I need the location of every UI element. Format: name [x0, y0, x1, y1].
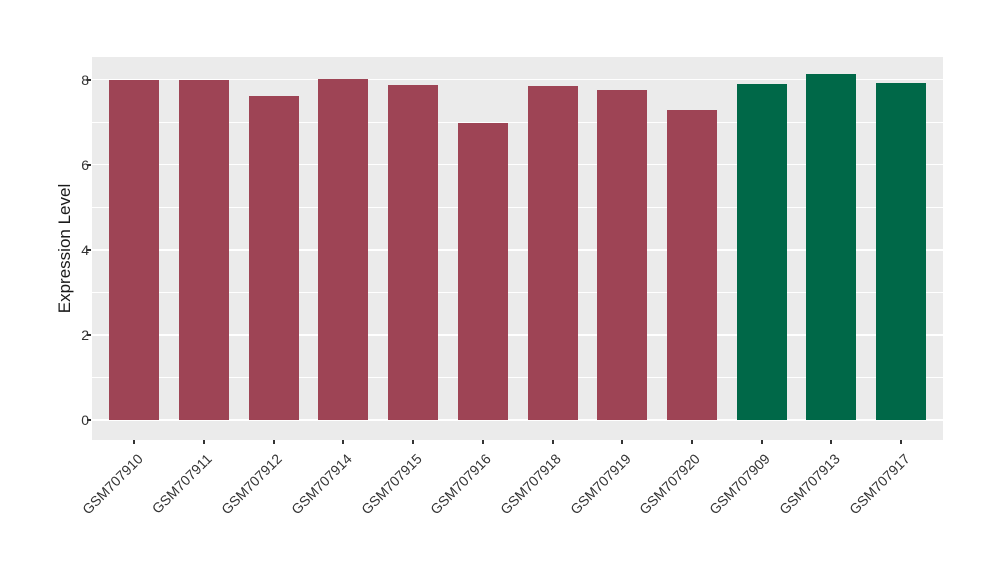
y-tick-mark: [87, 248, 91, 251]
x-tick-label: GSM707909: [706, 450, 774, 518]
x-tick-mark: [900, 440, 903, 444]
bar-GSM707916: [457, 123, 508, 420]
y-tick-label: 0: [81, 412, 89, 428]
x-tick-mark: [621, 440, 624, 444]
x-tick-mark: [690, 440, 693, 444]
bar-GSM707911: [179, 80, 229, 420]
bar-GSM707910: [109, 79, 160, 420]
x-tick-mark: [760, 440, 763, 444]
x-tick-label: GSM707913: [775, 450, 843, 518]
x-tick-mark: [412, 440, 415, 444]
y-tick-mark: [87, 78, 91, 81]
x-tick-label: GSM707915: [357, 450, 425, 518]
x-tick-label: GSM707912: [218, 450, 286, 518]
x-tick-mark: [551, 440, 554, 444]
bar-GSM707909: [736, 84, 787, 420]
x-tick-label: GSM707917: [845, 450, 913, 518]
major-gridline: [92, 249, 943, 251]
x-tick-mark: [481, 440, 484, 444]
y-axis-title: Expression Level: [54, 183, 74, 314]
bar-GSM707917: [876, 82, 927, 420]
minor-gridline: [92, 292, 943, 294]
bar-GSM707918: [527, 86, 578, 420]
major-gridline: [92, 419, 943, 421]
y-tick-label: 6: [81, 156, 89, 173]
y-tick-mark: [87, 419, 91, 421]
y-tick-label: 8: [81, 71, 89, 88]
y-tick-label: 4: [81, 241, 89, 258]
x-tick-label: GSM707910: [78, 450, 146, 518]
major-gridline: [92, 78, 943, 81]
bar-GSM707919: [597, 89, 648, 420]
x-tick-label: GSM707911: [149, 450, 216, 517]
x-tick-mark: [133, 440, 136, 444]
x-tick-mark: [830, 440, 833, 444]
x-tick-label: GSM707920: [636, 450, 704, 518]
major-gridline: [92, 334, 943, 336]
bar-GSM707912: [248, 96, 299, 420]
x-tick-mark: [342, 440, 345, 444]
minor-gridline: [92, 122, 943, 123]
bar-GSM707920: [666, 110, 717, 420]
y-tick-label: 2: [81, 326, 89, 343]
x-tick-label: GSM707918: [496, 450, 564, 518]
x-tick-mark: [203, 440, 205, 444]
major-gridline: [92, 163, 943, 166]
minor-gridline: [92, 377, 943, 379]
minor-gridline: [92, 207, 943, 209]
x-tick-label: GSM707916: [427, 450, 495, 518]
x-tick-label: GSM707919: [566, 450, 634, 518]
bar-GSM707915: [388, 85, 439, 420]
x-tick-label: GSM707914: [287, 450, 355, 518]
x-tick-mark: [272, 440, 275, 444]
bar-GSM707913: [806, 74, 857, 420]
y-tick-mark: [87, 333, 91, 336]
bar-GSM707914: [318, 78, 369, 420]
plot-panel: [92, 57, 943, 440]
y-tick-mark: [87, 163, 91, 166]
